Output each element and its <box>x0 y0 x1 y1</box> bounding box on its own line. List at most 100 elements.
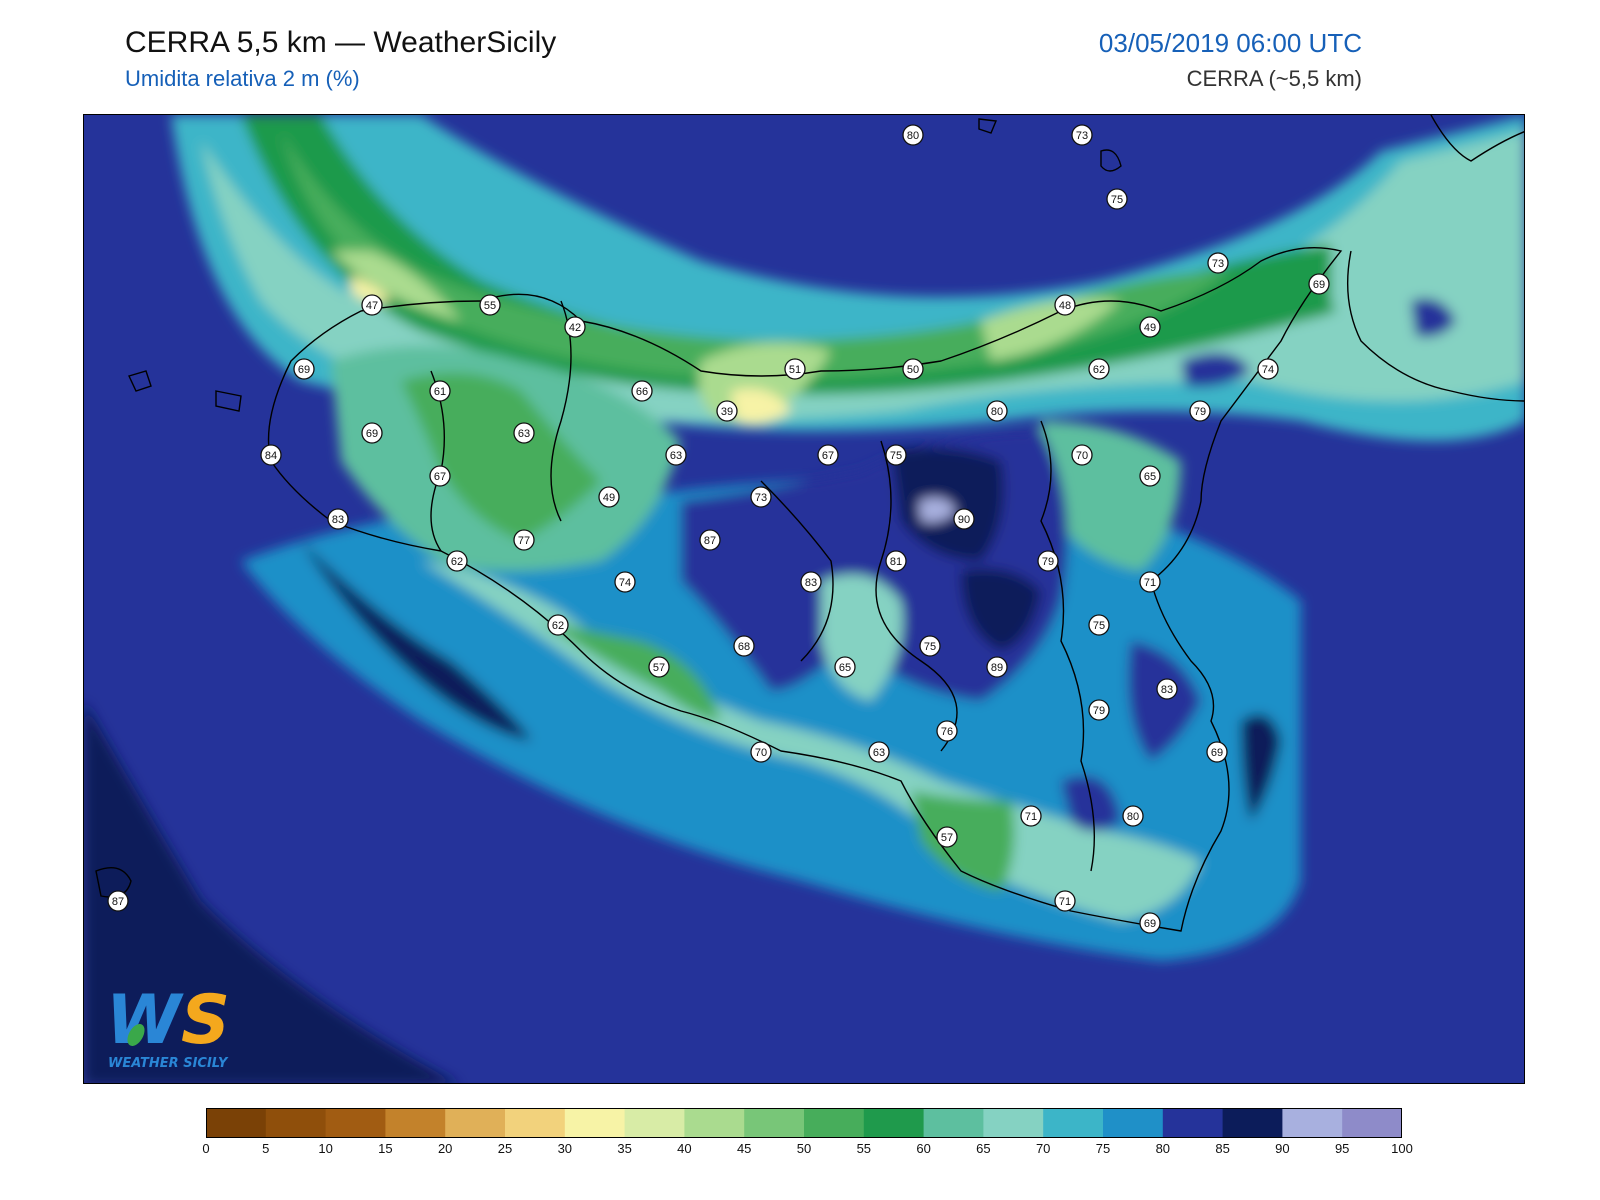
colorbar-segment <box>923 1108 984 1138</box>
station-circle <box>784 358 806 380</box>
station-marker: 70 <box>750 741 772 763</box>
station-value: 90 <box>958 514 970 526</box>
colorbar-tick-label: 80 <box>1155 1141 1171 1156</box>
island-ustica <box>128 370 152 392</box>
humidity-map: 80 73 75 73 69 47 55 42 48 49 69 61 66 51 50 62 74 69 63 39… <box>83 114 1525 1084</box>
station-value: 42 <box>569 322 581 334</box>
calabria-coast <box>1347 115 1524 402</box>
colorbar-segment <box>445 1108 506 1138</box>
station-value: 80 <box>907 130 919 142</box>
station-circle <box>817 444 839 466</box>
station-circle <box>885 550 907 572</box>
station-circle <box>986 400 1008 422</box>
station-value: 81 <box>890 556 902 568</box>
station-value: 63 <box>873 747 885 759</box>
station-value: 65 <box>1144 471 1156 483</box>
station-circle <box>547 614 569 636</box>
station-circle <box>834 656 856 678</box>
station-value: 83 <box>332 514 344 526</box>
station-value: 77 <box>518 535 530 547</box>
station-marker: 74 <box>1257 358 1279 380</box>
station-value: 87 <box>112 896 124 908</box>
station-circle <box>1257 358 1279 380</box>
field-45-a <box>331 251 1121 421</box>
station-circle <box>1020 805 1042 827</box>
field-south-green <box>541 621 1015 891</box>
station-circle <box>986 656 1008 678</box>
station-marker: 39 <box>716 400 738 422</box>
station-marker: 79 <box>1189 400 1211 422</box>
colorbar-tick-label: 50 <box>796 1141 812 1156</box>
station-value: 69 <box>1144 918 1156 930</box>
map-subtitle: Umidita relativa 2 m (%) <box>125 66 360 91</box>
station-marker: 83 <box>800 571 822 593</box>
station-marker: 81 <box>885 550 907 572</box>
station-marker: 63 <box>513 422 535 444</box>
colorbar-tick-label: 40 <box>677 1141 692 1156</box>
station-marker: 69 <box>1206 741 1228 763</box>
station-value: 80 <box>991 406 1003 418</box>
weathersicily-logo: WS WEATHER SICILY <box>106 981 230 1071</box>
colorbar-tick-label: 15 <box>378 1141 393 1156</box>
station-marker: 87 <box>699 529 721 551</box>
colorbar-segment <box>505 1108 566 1138</box>
station-circle <box>1106 188 1128 210</box>
station-value: 70 <box>1076 450 1088 462</box>
station-marker: 49 <box>598 486 620 508</box>
station-marker: 68 <box>733 635 755 657</box>
station-marker: 73 <box>1071 124 1093 146</box>
station-circle <box>614 571 636 593</box>
station-value: 75 <box>890 450 902 462</box>
station-marker: 62 <box>547 614 569 636</box>
station-circle <box>1308 273 1330 295</box>
station-marker: 57 <box>936 826 958 848</box>
station-value: 70 <box>755 747 767 759</box>
station-value: 62 <box>552 620 564 632</box>
station-marker: 83 <box>327 508 349 530</box>
station-marker: 47 <box>361 294 383 316</box>
station-marker: 71 <box>1054 890 1076 912</box>
station-circle <box>107 890 129 912</box>
field-55-a <box>281 131 1231 379</box>
station-circle <box>665 444 687 466</box>
station-marker: 67 <box>429 465 451 487</box>
station-circle <box>868 741 890 763</box>
colorbar-tick-label: 75 <box>1095 1141 1111 1156</box>
station-circle <box>902 124 924 146</box>
colorbar-segment <box>804 1108 865 1138</box>
colorbar <box>206 1108 1402 1138</box>
station-circle <box>631 380 653 402</box>
station-value: 51 <box>789 364 801 376</box>
colorbar-segment <box>206 1108 267 1138</box>
colorbar-tick-label: 5 <box>262 1141 270 1156</box>
station-marker: 49 <box>1139 316 1161 338</box>
station-circle <box>1071 124 1093 146</box>
station-marker: 62 <box>1088 358 1110 380</box>
colorbar-tick-label: 85 <box>1215 1141 1230 1156</box>
station-marker: 42 <box>564 316 586 338</box>
colorbar-tick-label: 30 <box>557 1141 573 1156</box>
colorbar-segment <box>1342 1108 1402 1138</box>
station-marker: 75 <box>885 444 907 466</box>
station-circle <box>648 656 670 678</box>
leaf-icon <box>127 1024 145 1046</box>
station-value: 83 <box>1161 684 1173 696</box>
station-circle <box>1071 444 1093 466</box>
map-title: CERRA 5,5 km — WeatherSicily <box>125 26 557 59</box>
station-circle <box>716 400 738 422</box>
station-value: 49 <box>603 492 615 504</box>
station-marker: 65 <box>1139 465 1161 487</box>
station-marker: 84 <box>260 444 282 466</box>
station-value: 71 <box>1025 811 1037 823</box>
station-marker: 74 <box>614 571 636 593</box>
station-value: 69 <box>1313 279 1325 291</box>
colorbar-tick-label: 45 <box>736 1141 752 1156</box>
station-marker: 63 <box>868 741 890 763</box>
station-marker: 55 <box>479 294 501 316</box>
station-circle <box>800 571 822 593</box>
station-circle <box>1139 571 1161 593</box>
station-value: 75 <box>1093 620 1105 632</box>
station-marker: 87 <box>107 890 129 912</box>
station-circle <box>1207 252 1229 274</box>
station-circle <box>429 465 451 487</box>
